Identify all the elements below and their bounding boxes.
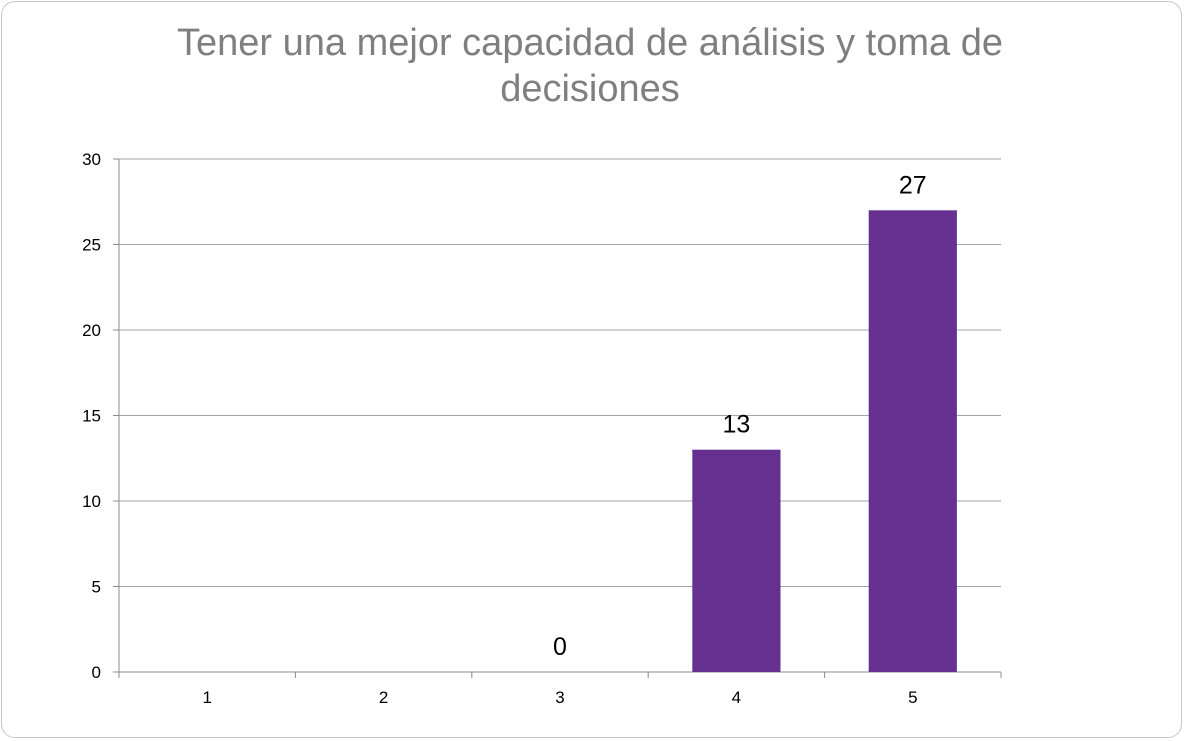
bar — [868, 210, 957, 673]
gridlines — [119, 158, 1001, 587]
bar — [692, 449, 781, 672]
x-tick-label: 5 — [908, 688, 917, 707]
y-tick-label: 15 — [82, 407, 101, 426]
y-tick-label: 20 — [82, 321, 101, 340]
y-tick-labels: 0 5 10 15 20 25 30 — [82, 150, 101, 682]
y-tick-label: 10 — [82, 492, 101, 511]
x-tick-label: 1 — [202, 688, 211, 707]
chart-title: Tener una mejor capacidad de análisis y … — [177, 22, 1003, 110]
y-tick-label: 25 — [82, 236, 101, 255]
y-tick-label: 0 — [92, 663, 101, 682]
data-label: 27 — [899, 171, 927, 199]
x-tick-label: 4 — [732, 688, 741, 707]
data-labels: 0 13 27 — [553, 171, 927, 661]
data-label: 0 — [553, 633, 567, 661]
x-tick-label: 2 — [379, 688, 388, 707]
y-tick-label: 30 — [82, 150, 101, 169]
data-label: 13 — [722, 411, 750, 439]
bars — [692, 210, 957, 673]
y-tick-label: 5 — [92, 578, 101, 597]
axes — [113, 158, 1002, 678]
x-tick-labels: 1 2 3 4 5 — [202, 688, 917, 707]
x-tick-label: 3 — [555, 688, 564, 707]
